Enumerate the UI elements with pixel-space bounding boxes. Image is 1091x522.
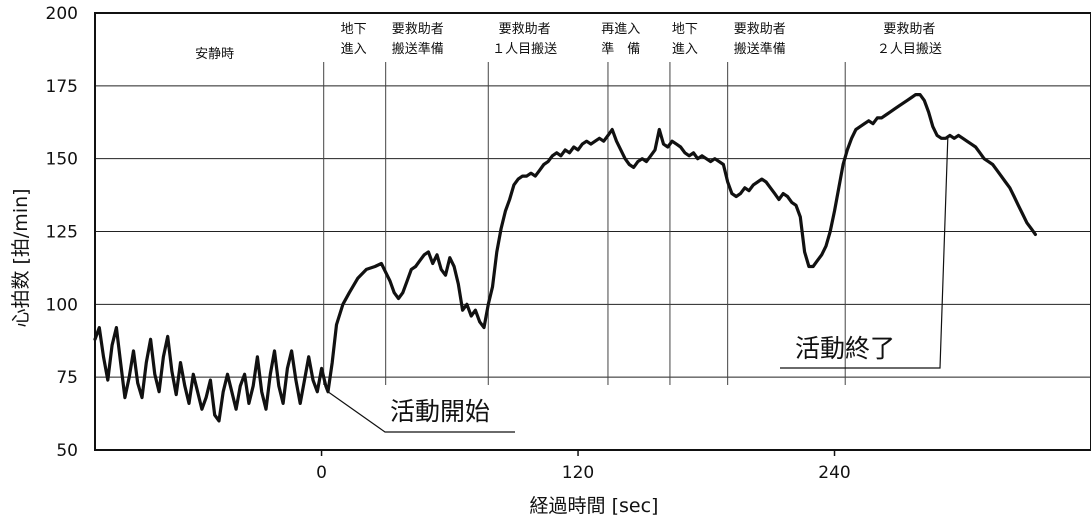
- y-tick-label: 175: [46, 77, 78, 97]
- phase-label-line1: 地下: [341, 22, 367, 37]
- phase-label-line1: 要救助者: [499, 21, 551, 37]
- phase-label-line1: 再進入: [601, 22, 640, 37]
- y-tick-label: 50: [56, 441, 78, 461]
- y-axis-title: 心拍数 [拍/min]: [10, 188, 32, 327]
- phase-label-line2: 進入: [672, 42, 698, 57]
- x-tick-label: 120: [562, 463, 594, 483]
- annotation-leader-end: [780, 138, 949, 369]
- annotation-activity-start: 活動開始: [390, 397, 490, 426]
- plot-frame: [94, 12, 1091, 451]
- y-tick-label: 200: [46, 4, 78, 24]
- y-tick-label: 125: [46, 223, 78, 243]
- x-tick-label: 0: [316, 463, 327, 483]
- phase-label-line2: 搬送準備: [734, 41, 786, 57]
- phase-label-line1: 地下: [672, 22, 698, 37]
- grid-layer: [95, 85, 1091, 378]
- phase-label-line1: 要救助者: [392, 21, 444, 37]
- heart-rate-line: [93, 93, 1037, 423]
- phase-label-line2: 進入: [341, 42, 367, 57]
- series-layer: [93, 93, 1037, 423]
- tick-label-layer: 50 75 100 125 150 175 200 0 120 240: [46, 4, 851, 483]
- phase-label-line2: １人目搬送: [492, 42, 557, 57]
- phase-label-line2: 準 備: [601, 41, 640, 57]
- phase-label-line1: 要救助者: [734, 21, 786, 37]
- y-tick-label: 75: [56, 368, 78, 388]
- phase-label-line2: ２人目搬送: [877, 42, 942, 57]
- x-tick-label: 240: [818, 463, 850, 483]
- x-axis-title: 経過時間 [sec]: [530, 495, 659, 517]
- phase-label-line1: 要救助者: [883, 21, 935, 37]
- y-tick-label: 100: [46, 295, 78, 315]
- annotation-leader-start: [327, 391, 515, 433]
- annotation-activity-end: 活動終了: [795, 334, 895, 363]
- y-tick-label: 150: [46, 150, 78, 170]
- phase-label-line2: 搬送準備: [392, 41, 444, 57]
- phase-marker-layer: [323, 62, 846, 385]
- phase-label: 安静時: [195, 47, 234, 62]
- annotation-layer: 活動開始 活動終了: [327, 138, 949, 433]
